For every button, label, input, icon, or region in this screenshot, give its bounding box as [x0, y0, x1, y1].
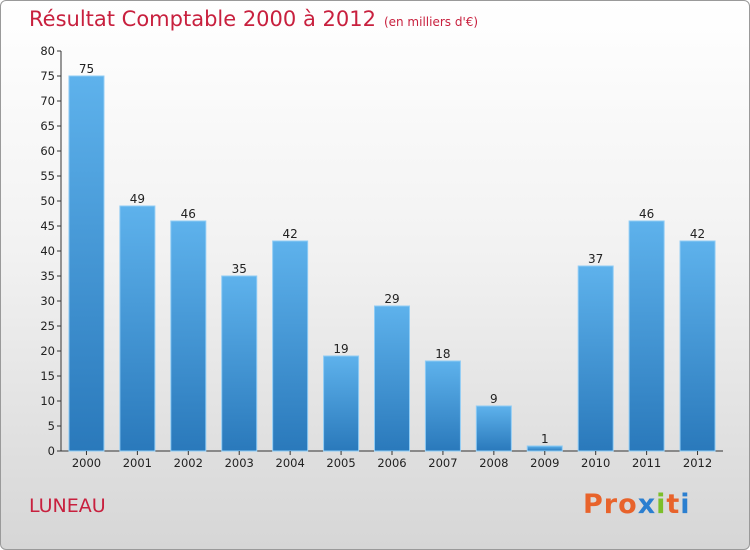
x-tick-label-2001: 2001 — [123, 456, 152, 470]
logo-letter: i — [656, 489, 667, 520]
value-labels: 75 49 46 35 42 19 29 18 9 1 37 46 42 — [79, 62, 705, 446]
value-label-2005: 19 — [333, 342, 348, 356]
y-ticks: 0 5 10 15 20 25 30 35 40 45 50 55 60 65 70 75 80 — [40, 44, 61, 458]
y-tick-label: 5 — [48, 419, 55, 433]
logo-letter: t — [666, 489, 681, 520]
location-label: LUNEAU — [29, 495, 106, 517]
x-tick-label-2007: 2007 — [428, 456, 457, 470]
y-tick-label: 10 — [40, 394, 55, 408]
y-tick-label: 30 — [40, 294, 55, 308]
x-tick-label-2009: 2009 — [530, 456, 559, 470]
bar-2010 — [577, 265, 614, 452]
bar-2001 — [119, 205, 156, 452]
proxiti-logo: Proxiti — [583, 489, 691, 520]
x-tick-label-2000: 2000 — [72, 456, 101, 470]
y-tick-label: 75 — [40, 69, 55, 83]
bar-2009 — [526, 445, 563, 452]
bar-2002 — [170, 220, 207, 452]
value-label-2000: 75 — [79, 62, 94, 76]
y-tick-label: 35 — [40, 269, 55, 283]
value-label-2001: 49 — [130, 192, 145, 206]
y-tick-label: 60 — [40, 144, 55, 158]
value-label-2007: 18 — [435, 347, 450, 361]
y-tick-label: 20 — [40, 344, 55, 358]
y-tick-label: 50 — [40, 194, 55, 208]
bar-2003 — [221, 275, 258, 452]
bar-2007 — [424, 360, 461, 452]
bar-2000 — [68, 75, 105, 452]
value-label-2010: 37 — [588, 252, 603, 266]
value-label-2002: 46 — [181, 207, 196, 221]
y-tick-label: 65 — [40, 119, 55, 133]
chart-subtitle: (en milliers d'€) — [383, 15, 479, 29]
bar-2004 — [272, 240, 309, 452]
y-tick-label: 80 — [40, 44, 55, 58]
logo-letter: P — [583, 489, 604, 520]
y-tick-label: 25 — [40, 319, 55, 333]
y-tick-label: 40 — [40, 244, 55, 258]
value-label-2011: 46 — [639, 207, 654, 221]
x-tick-label-2011: 2011 — [632, 456, 661, 470]
chart-title-block: Résultat Comptable 2000 à 2012 (en millie… — [29, 7, 478, 31]
x-tick-label-2010: 2010 — [581, 456, 610, 470]
x-tick-label-2004: 2004 — [276, 456, 305, 470]
logo-letter: r — [603, 489, 619, 520]
value-label-2004: 42 — [283, 227, 298, 241]
logo-letter: o — [618, 489, 638, 520]
logo-letter: i — [680, 489, 691, 520]
bar-2008 — [475, 405, 512, 452]
y-tick-label: 70 — [40, 94, 55, 108]
x-tick-label-2012: 2012 — [683, 456, 712, 470]
logo-letter: x — [637, 489, 657, 520]
x-tick-label-2006: 2006 — [377, 456, 406, 470]
value-label-2012: 42 — [690, 227, 705, 241]
x-tick-label-2005: 2005 — [326, 456, 355, 470]
y-tick-label: 55 — [40, 169, 55, 183]
bar-2011 — [628, 220, 665, 452]
value-label-2008: 9 — [490, 392, 498, 406]
x-ticks: 2000 2001 2002 2003 2004 2005 2006 2007 2008 2009… — [72, 451, 712, 470]
x-tick-label-2008: 2008 — [479, 456, 508, 470]
x-tick-label-2002: 2002 — [174, 456, 203, 470]
bar-2006 — [374, 305, 410, 452]
y-tick-label: 15 — [40, 369, 55, 383]
chart-title: Résultat Comptable 2000 à 2012 — [29, 7, 376, 31]
value-label-2003: 35 — [232, 262, 247, 276]
value-label-2006: 29 — [384, 292, 399, 306]
y-tick-label: 0 — [48, 444, 55, 458]
y-tick-label: 45 — [40, 219, 55, 233]
value-label-2009: 1 — [541, 432, 549, 446]
bar-2012 — [679, 240, 716, 452]
x-tick-label-2003: 2003 — [225, 456, 254, 470]
bars — [68, 75, 716, 452]
bar-2005 — [323, 355, 360, 452]
